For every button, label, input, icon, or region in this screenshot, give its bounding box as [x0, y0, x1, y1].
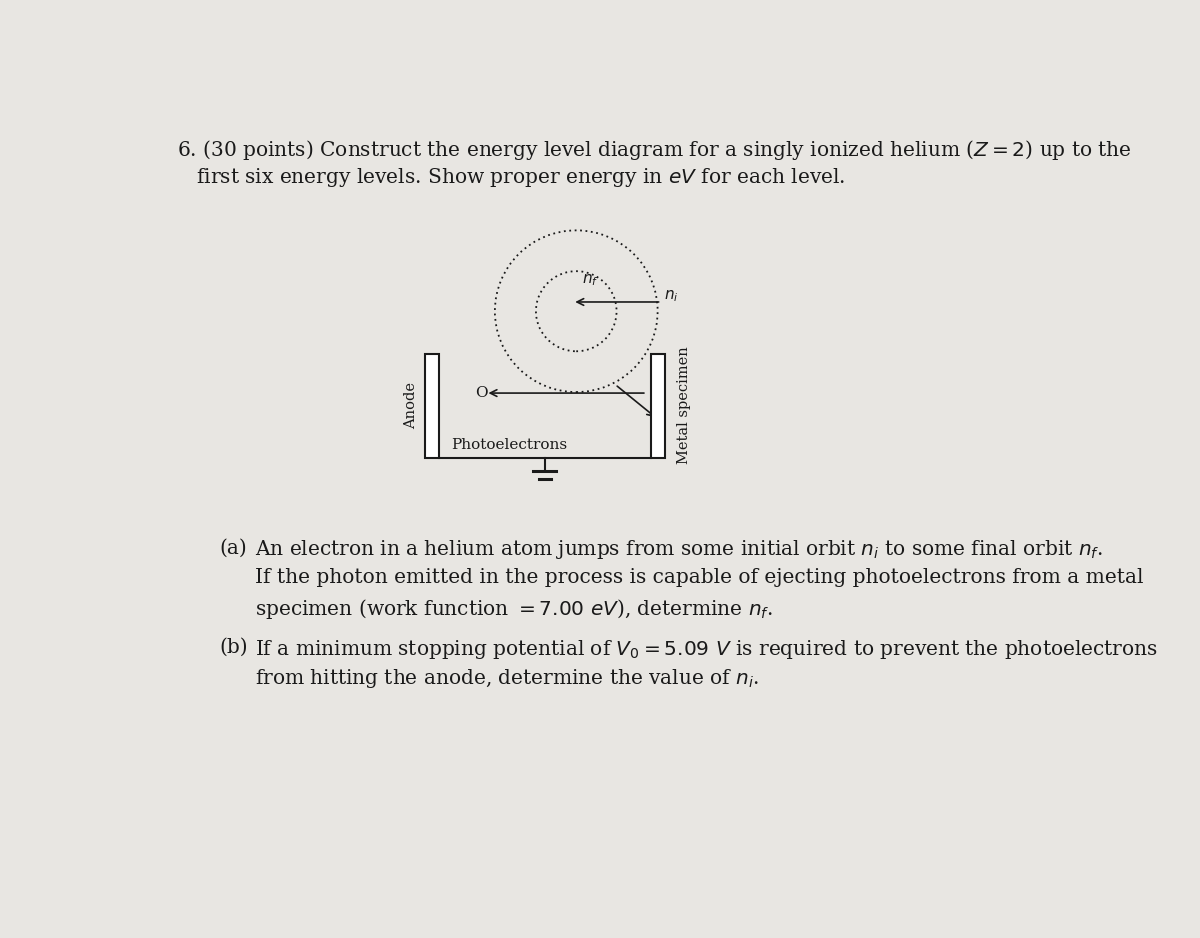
- Text: An electron in a helium atom jumps from some initial orbit $n_i$ to some final o: An electron in a helium atom jumps from …: [254, 538, 1103, 561]
- Text: Anode: Anode: [404, 382, 418, 429]
- Text: If a minimum stopping potential of $V_0 = 5.09$ $V$ is required to prevent the p: If a minimum stopping potential of $V_0 …: [254, 638, 1158, 660]
- Text: $n_f$: $n_f$: [582, 272, 599, 288]
- Text: specimen (work function $= 7.00$ $eV$), determine $n_f$.: specimen (work function $= 7.00$ $eV$), …: [254, 597, 773, 621]
- FancyBboxPatch shape: [650, 354, 665, 458]
- Text: If the photon emitted in the process is capable of ejecting photoelectrons from : If the photon emitted in the process is …: [254, 567, 1144, 586]
- FancyBboxPatch shape: [425, 354, 439, 458]
- Text: (a): (a): [220, 538, 247, 557]
- Text: Metal specimen: Metal specimen: [677, 347, 691, 464]
- Text: 6. (30 points) Construct the energy level diagram for a singly ionized helium ($: 6. (30 points) Construct the energy leve…: [178, 138, 1132, 162]
- Text: O: O: [475, 386, 488, 401]
- Text: $n_i$: $n_i$: [664, 288, 678, 304]
- Text: (b): (b): [220, 638, 248, 657]
- Text: from hitting the anode, determine the value of $n_i$.: from hitting the anode, determine the va…: [254, 667, 758, 690]
- Text: first six energy levels. Show proper energy in $eV$ for each level.: first six energy levels. Show proper ene…: [178, 166, 845, 189]
- Text: Photoelectrons: Photoelectrons: [451, 438, 566, 452]
